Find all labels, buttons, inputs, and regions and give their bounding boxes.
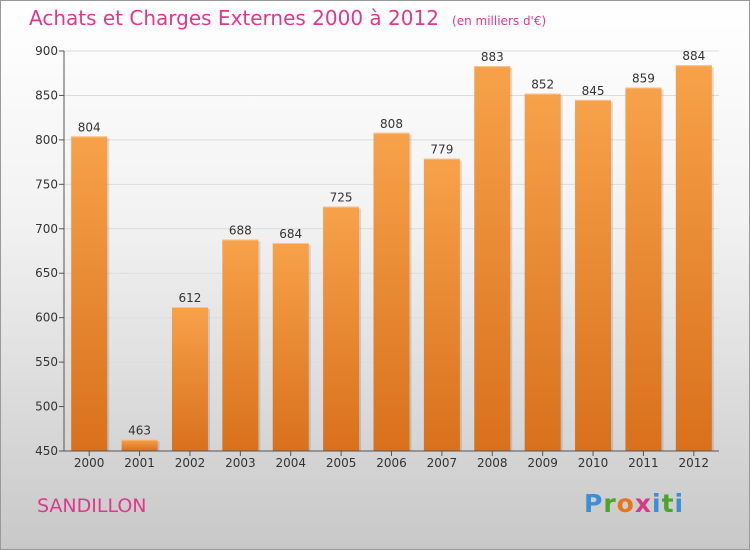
bar-value-label: 688	[229, 223, 252, 237]
y-tick-label: 550	[35, 355, 58, 369]
bar-value-label: 883	[481, 50, 504, 64]
bar-value-label: 808	[380, 117, 403, 131]
x-tick-label: 2003	[225, 456, 256, 470]
chart-subtitle: (en milliers d'€)	[452, 14, 547, 28]
chart-header: Achats et Charges Externes 2000 à 2012 (…	[29, 6, 546, 30]
bar-value-label: 612	[179, 291, 202, 305]
x-tick-label: 2009	[527, 456, 558, 470]
x-tick-label: 2011	[628, 456, 659, 470]
x-tick-label: 2005	[326, 456, 357, 470]
bar	[272, 243, 309, 451]
x-tick-label: 2010	[578, 456, 609, 470]
bar-value-label: 779	[430, 143, 453, 157]
bar-value-label: 852	[531, 78, 554, 92]
bar-value-label: 463	[128, 423, 151, 437]
bar	[524, 93, 561, 452]
y-tick-label: 750	[35, 177, 58, 191]
x-tick-label: 2008	[477, 456, 508, 470]
x-tick-label: 2000	[74, 456, 105, 470]
bar-value-labels: 804 463 612 688 684 725 808 779 883 852 845 859 884	[78, 49, 706, 437]
bar-value-label: 884	[682, 49, 705, 63]
chart-title: Achats et Charges Externes 2000 à 2012	[29, 6, 439, 30]
bar	[675, 65, 712, 451]
y-tick-label: 650	[35, 266, 58, 280]
x-tick-label: 2006	[376, 456, 407, 470]
x-tick-label: 2004	[275, 456, 306, 470]
proxiti-logo: Proxiti	[584, 489, 684, 518]
bar	[71, 136, 108, 452]
bar-value-label: 684	[279, 227, 302, 241]
y-tick-label: 800	[35, 133, 58, 147]
bar	[373, 132, 410, 451]
logo-letter: i	[652, 489, 662, 518]
logo-letter: x	[634, 489, 652, 518]
logo-letter: P	[584, 489, 604, 518]
x-tick-label: 2007	[427, 456, 458, 470]
bar	[625, 87, 662, 451]
bar	[171, 307, 208, 451]
bar	[423, 158, 460, 452]
bars	[71, 65, 714, 452]
logo-letter: t	[661, 489, 675, 518]
logo-letter: r	[603, 489, 617, 518]
bar	[323, 206, 360, 451]
axes: 450 500 550 600 650 700 750 800 850 900 2000 2001 20…	[35, 44, 719, 470]
y-tick-label: 900	[35, 44, 58, 58]
bar-value-label: 725	[330, 191, 353, 205]
bar	[474, 66, 511, 451]
bar	[121, 439, 158, 451]
y-tick-label: 600	[35, 311, 58, 325]
y-tick-label: 450	[35, 444, 58, 458]
y-tick-label: 700	[35, 222, 58, 236]
logo-letter: o	[616, 489, 635, 518]
bar-value-label: 804	[78, 120, 101, 134]
y-tick-label: 850	[35, 88, 58, 102]
bar-value-label: 859	[632, 71, 655, 85]
bar	[222, 239, 259, 451]
x-tick-label: 2002	[175, 456, 206, 470]
logo-letter: i	[674, 489, 685, 518]
town-name: SANDILLON	[37, 495, 147, 517]
bar-value-label: 845	[582, 84, 605, 98]
y-tick-label: 500	[35, 400, 58, 414]
x-tick-label: 2001	[124, 456, 155, 470]
x-tick-label: 2012	[679, 456, 710, 470]
bar	[575, 99, 612, 451]
